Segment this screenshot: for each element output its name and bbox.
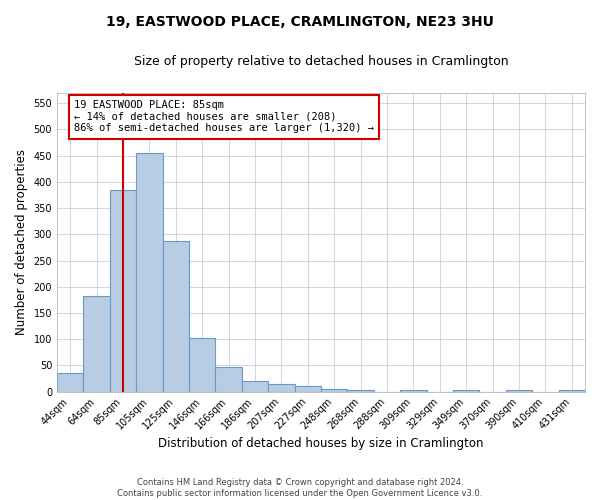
Bar bbox=[110, 190, 136, 392]
Bar bbox=[347, 390, 374, 392]
Bar bbox=[83, 296, 110, 392]
Bar bbox=[321, 389, 347, 392]
Bar bbox=[57, 373, 83, 392]
Bar bbox=[506, 390, 532, 392]
Bar bbox=[295, 386, 321, 392]
X-axis label: Distribution of detached houses by size in Cramlington: Distribution of detached houses by size … bbox=[158, 437, 484, 450]
Bar bbox=[215, 367, 242, 392]
Text: 19, EASTWOOD PLACE, CRAMLINGTON, NE23 3HU: 19, EASTWOOD PLACE, CRAMLINGTON, NE23 3H… bbox=[106, 15, 494, 29]
Text: Contains HM Land Registry data © Crown copyright and database right 2024.
Contai: Contains HM Land Registry data © Crown c… bbox=[118, 478, 482, 498]
Bar bbox=[559, 390, 585, 392]
Bar bbox=[453, 390, 479, 392]
Bar bbox=[268, 384, 295, 392]
Bar bbox=[163, 241, 189, 392]
Bar bbox=[242, 381, 268, 392]
Title: Size of property relative to detached houses in Cramlington: Size of property relative to detached ho… bbox=[134, 55, 508, 68]
Text: 19 EASTWOOD PLACE: 85sqm
← 14% of detached houses are smaller (208)
86% of semi-: 19 EASTWOOD PLACE: 85sqm ← 14% of detach… bbox=[74, 100, 374, 134]
Bar bbox=[400, 390, 427, 392]
Y-axis label: Number of detached properties: Number of detached properties bbox=[15, 149, 28, 335]
Bar bbox=[189, 338, 215, 392]
Bar bbox=[136, 153, 163, 392]
